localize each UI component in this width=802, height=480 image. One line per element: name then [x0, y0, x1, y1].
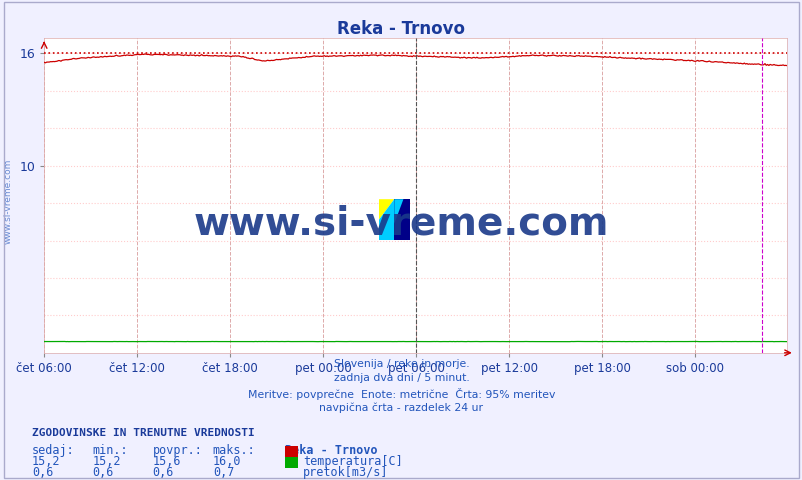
Text: min.:: min.:	[92, 444, 128, 457]
Text: ZGODOVINSKE IN TRENUTNE VREDNOSTI: ZGODOVINSKE IN TRENUTNE VREDNOSTI	[32, 428, 254, 438]
Text: temperatura[C]: temperatura[C]	[302, 455, 402, 468]
Text: www.si-vreme.com: www.si-vreme.com	[193, 204, 609, 242]
Text: maks.:: maks.:	[213, 444, 255, 457]
Text: 15,6: 15,6	[152, 455, 180, 468]
Text: sedaj:: sedaj:	[32, 444, 75, 457]
Polygon shape	[379, 199, 394, 220]
Text: 0,6: 0,6	[92, 466, 114, 479]
Text: 0,6: 0,6	[32, 466, 54, 479]
Text: www.si-vreme.com: www.si-vreme.com	[3, 159, 13, 244]
Polygon shape	[394, 199, 409, 240]
Text: povpr.:: povpr.:	[152, 444, 202, 457]
Polygon shape	[394, 199, 403, 224]
Text: zadnja dva dni / 5 minut.: zadnja dva dni / 5 minut.	[333, 373, 469, 384]
Polygon shape	[379, 199, 394, 240]
Text: Meritve: povprečne  Enote: metrične  Črta: 95% meritev: Meritve: povprečne Enote: metrične Črta:…	[248, 388, 554, 400]
Text: Reka - Trnovo: Reka - Trnovo	[285, 444, 377, 457]
Text: 15,2: 15,2	[32, 455, 60, 468]
Text: Reka - Trnovo: Reka - Trnovo	[337, 20, 465, 38]
Text: Slovenija / reke in morje.: Slovenija / reke in morje.	[334, 359, 468, 369]
Text: pretok[m3/s]: pretok[m3/s]	[302, 466, 387, 479]
Text: 15,2: 15,2	[92, 455, 120, 468]
Text: 16,0: 16,0	[213, 455, 241, 468]
Text: 0,6: 0,6	[152, 466, 174, 479]
Text: 0,7: 0,7	[213, 466, 234, 479]
Text: navpična črta - razdelek 24 ur: navpična črta - razdelek 24 ur	[319, 402, 483, 413]
